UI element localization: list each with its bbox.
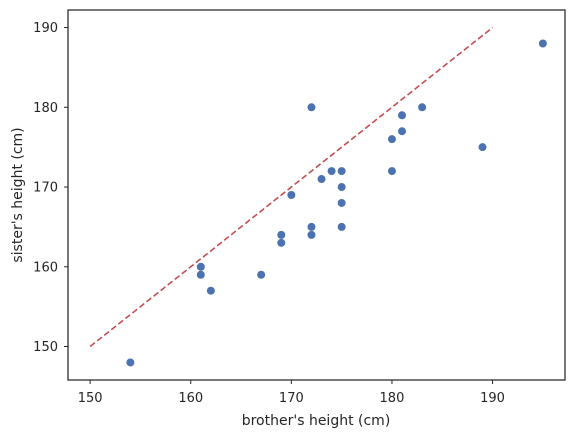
data-point [387, 167, 396, 176]
y-tick-label: 170 [33, 181, 58, 196]
data-point [398, 111, 407, 120]
y-tick-label: 160 [33, 260, 58, 275]
data-point [277, 238, 286, 247]
data-point [337, 183, 346, 192]
x-axis-label: brother's height (cm) [242, 413, 391, 429]
data-point [307, 230, 316, 239]
reference-line [89, 26, 494, 348]
data-point [538, 39, 547, 48]
x-tick-label: 190 [480, 391, 505, 406]
reference-line-group [89, 26, 494, 348]
y-axis-ticks: 150 160 170 180 190 [33, 21, 68, 355]
data-point [257, 270, 266, 279]
y-tick-label: 180 [33, 101, 58, 116]
data-point [337, 167, 346, 176]
x-tick-label: 170 [279, 391, 304, 406]
data-point [307, 222, 316, 231]
y-tick-label: 190 [33, 21, 58, 36]
data-point [277, 230, 286, 239]
data-point [418, 103, 427, 112]
data-point [327, 167, 336, 176]
data-point [478, 143, 487, 152]
plot-area [67, 9, 566, 381]
data-point [317, 175, 326, 184]
data-point [287, 191, 296, 199]
y-tick-label: 150 [33, 340, 58, 355]
y-axis-label: sister's height (cm) [10, 127, 26, 262]
data-point [307, 103, 316, 112]
data-point [126, 358, 135, 367]
data-point [337, 222, 346, 231]
data-point [337, 198, 346, 207]
data-point [196, 262, 205, 271]
data-points [126, 39, 547, 367]
data-point [387, 135, 396, 144]
x-axis-ticks: 150 160 170 180 190 [78, 380, 505, 406]
data-point [196, 270, 205, 279]
data-point [398, 127, 407, 136]
x-tick-label: 180 [380, 391, 405, 406]
data-point [206, 286, 215, 295]
x-tick-label: 150 [78, 391, 103, 406]
x-tick-label: 160 [178, 391, 203, 406]
